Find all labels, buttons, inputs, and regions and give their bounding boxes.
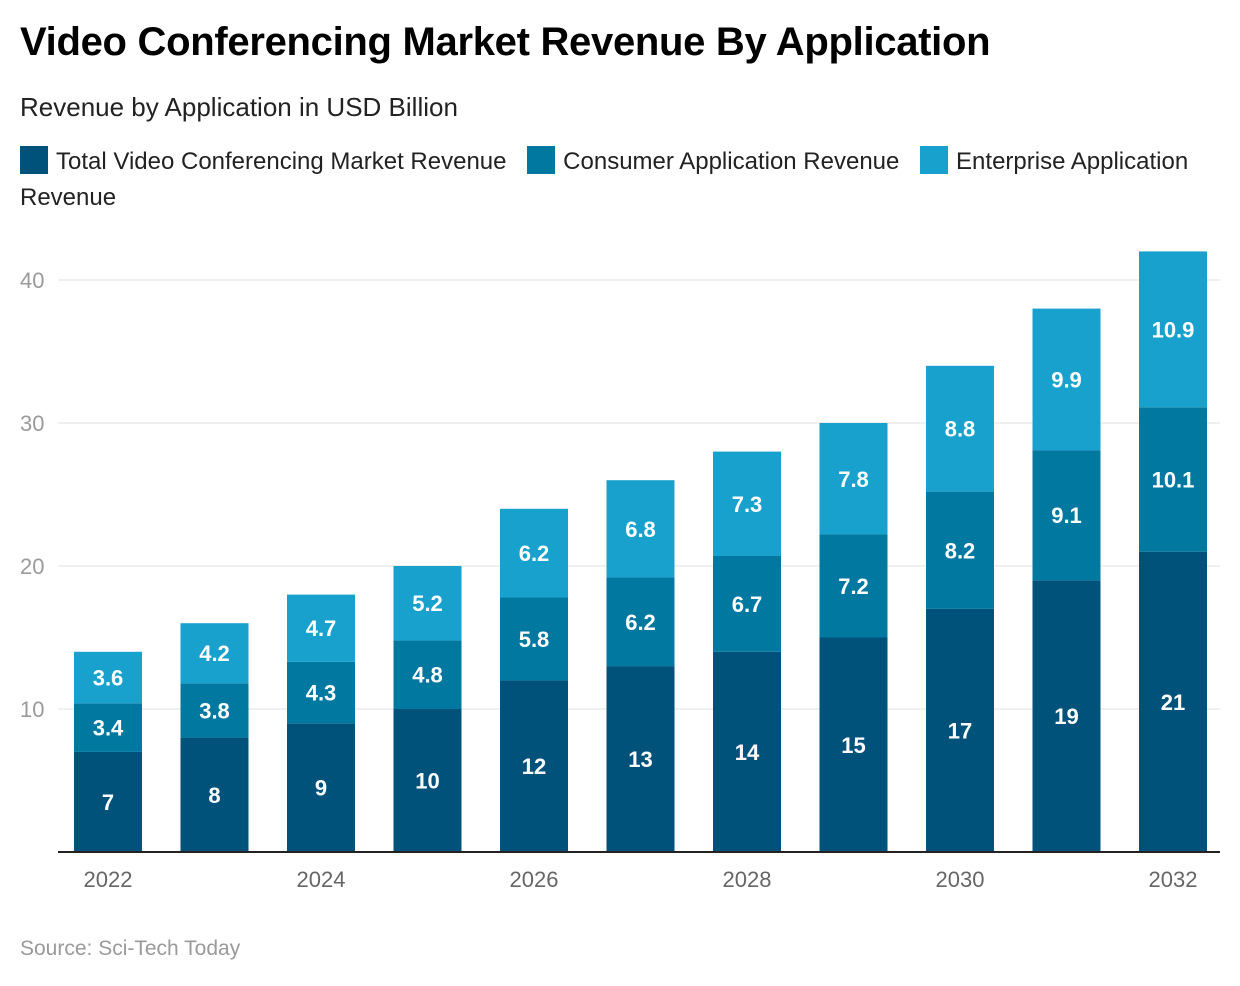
bar-value-label: 3.6 <box>93 666 124 691</box>
bar-consumer <box>1032 450 1101 581</box>
bar-value-label: 21 <box>1161 690 1185 715</box>
bar-value-label: 4.3 <box>306 681 337 706</box>
x-tick-label: 2022 <box>84 867 133 892</box>
bar-consumer <box>606 577 675 667</box>
bar-consumer <box>1139 407 1207 552</box>
legend-item-consumer: Consumer Application Revenue <box>527 146 900 175</box>
x-tick-label: 2032 <box>1149 867 1198 892</box>
bar-enterprise <box>713 451 781 556</box>
bar-total <box>1032 580 1101 852</box>
bar-total <box>713 651 781 852</box>
x-tick-label: 2030 <box>936 867 985 892</box>
bar-value-label: 9.1 <box>1051 503 1082 528</box>
bar-value-label: 17 <box>948 718 972 743</box>
bar-value-label: 9.9 <box>1051 367 1082 392</box>
x-tick-label: 2024 <box>297 867 346 892</box>
bar-total <box>606 666 675 852</box>
y-tick-label: 40 <box>20 268 44 293</box>
bar-total <box>180 737 249 852</box>
x-tick-label: 2026 <box>510 867 559 892</box>
legend-swatch-enterprise <box>920 146 949 174</box>
legend-item-enterprise: Enterprise Application Revenue <box>20 146 1189 211</box>
bar-value-label: 13 <box>628 747 652 772</box>
bar-value-label: 10 <box>415 769 439 794</box>
bar-total <box>819 637 888 852</box>
legend-label-total: Total Video Conferencing Market Revenue <box>56 148 507 175</box>
y-tick-label: 30 <box>20 411 44 436</box>
bar-consumer <box>713 555 781 652</box>
legend-swatch-consumer <box>527 146 556 174</box>
bar-enterprise <box>180 623 249 684</box>
bar-consumer <box>500 597 568 681</box>
bar-total <box>1139 551 1207 852</box>
bar-value-label: 6.8 <box>625 517 656 542</box>
bar-value-label: 14 <box>735 740 760 765</box>
source-note: Source: Sci-Tech Today <box>20 937 241 960</box>
bar-consumer <box>393 640 462 709</box>
x-tick-label: 2028 <box>723 867 772 892</box>
bar-enterprise <box>819 423 888 535</box>
bar-enterprise <box>1032 308 1101 451</box>
bar-value-label: 4.7 <box>306 616 337 641</box>
legend-swatch-total <box>20 146 48 174</box>
bar-enterprise <box>1139 251 1207 408</box>
bar-enterprise <box>74 651 142 704</box>
bar-total <box>500 680 568 852</box>
bar-value-label: 7.8 <box>838 467 869 492</box>
bar-value-label: 15 <box>841 733 865 758</box>
bar-value-label: 7.3 <box>732 492 763 517</box>
bar-value-label: 7 <box>102 790 114 815</box>
bar-enterprise <box>287 594 355 662</box>
bar-value-label: 3.8 <box>199 698 230 723</box>
bar-enterprise <box>606 480 675 578</box>
bar-value-label: 12 <box>522 754 546 779</box>
bar-total <box>74 751 142 852</box>
bar-value-label: 5.2 <box>412 591 443 616</box>
bar-value-label: 4.8 <box>412 663 443 688</box>
bar-value-label: 7.2 <box>838 574 869 599</box>
bar-consumer <box>74 703 142 752</box>
legend-label-consumer: Consumer Application Revenue <box>563 148 900 175</box>
bar-value-label: 19 <box>1054 704 1078 729</box>
bar-value-label: 6.2 <box>519 541 550 566</box>
legend-label-enterprise: Enterprise Application Revenue <box>20 148 1189 211</box>
bar-value-label: 5.8 <box>519 627 550 652</box>
bar-value-label: 6.2 <box>625 610 656 635</box>
bar-value-label: 6.7 <box>732 592 763 617</box>
y-tick-label: 20 <box>20 554 44 579</box>
bar-value-label: 9 <box>315 776 327 801</box>
legend-item-total: Total Video Conferencing Market Revenue <box>20 146 507 175</box>
bar-value-label: 8.2 <box>945 538 976 563</box>
bar-value-label: 10.1 <box>1152 467 1195 492</box>
bar-enterprise <box>926 365 994 492</box>
bar-value-label: 4.2 <box>199 641 230 666</box>
bar-value-label: 10.9 <box>1152 317 1195 342</box>
bar-enterprise <box>500 508 568 598</box>
bar-value-label: 8 <box>208 783 220 808</box>
bar-total <box>287 723 355 852</box>
chart-title: Video Conferencing Market Revenue By App… <box>20 20 991 64</box>
bar-consumer <box>180 683 249 738</box>
legend: Total Video Conferencing Market Revenue … <box>20 144 1220 216</box>
bar-value-label: 8.8 <box>945 417 976 442</box>
bar-enterprise <box>393 566 462 641</box>
bar-value-label: 3.4 <box>93 716 124 741</box>
y-tick-label: 10 <box>20 697 44 722</box>
bar-total <box>926 608 994 852</box>
bar-consumer <box>819 534 888 638</box>
bar-consumer <box>926 491 994 609</box>
chart-subtitle: Revenue by Application in USD Billion <box>20 92 458 122</box>
bar-total <box>393 709 462 852</box>
bar-consumer <box>287 661 355 724</box>
